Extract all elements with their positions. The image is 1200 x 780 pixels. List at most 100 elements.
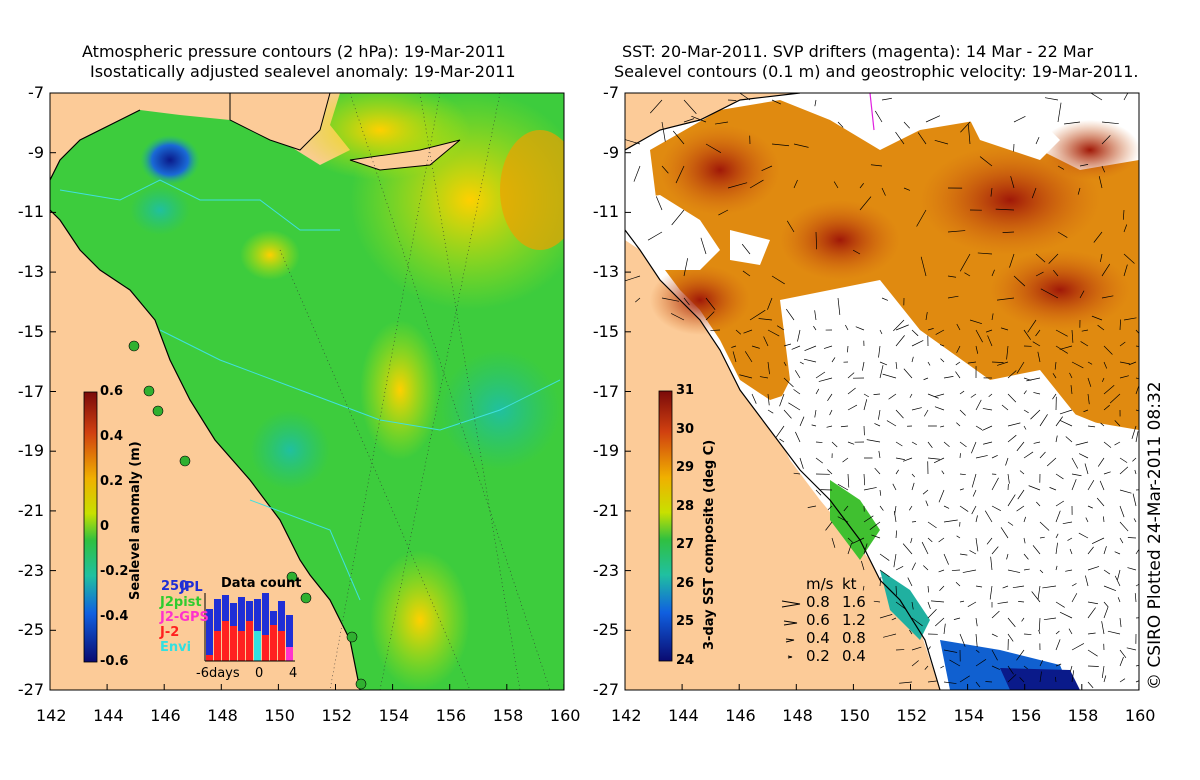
velocity-legend-kt: 0.8	[842, 629, 866, 647]
velocity-arrow	[927, 457, 940, 460]
velocity-arrow	[933, 457, 945, 464]
data-count-bar	[254, 599, 261, 661]
velocity-arrow	[1023, 390, 1027, 395]
velocity-arrow	[783, 377, 794, 388]
velocity-arrow	[971, 441, 977, 454]
velocity-arrow	[991, 313, 994, 321]
velocity-arrow	[1002, 231, 1015, 234]
velocity-arrow	[1096, 497, 1105, 507]
velocity-arrow	[1016, 649, 1025, 661]
velocity-arrow	[1067, 537, 1073, 541]
velocity-arrow	[1122, 209, 1125, 220]
velocity-arrow	[1031, 591, 1041, 603]
velocity-arrow	[799, 416, 805, 427]
velocity-arrow	[635, 297, 641, 303]
velocity-arrow	[815, 489, 822, 496]
velocity-arrow	[714, 121, 729, 125]
velocity-arrow	[1131, 425, 1137, 439]
velocity-arrow	[814, 409, 817, 418]
right-y-tick: -25	[592, 620, 619, 640]
data-count-bar	[206, 655, 213, 661]
velocity-arrow	[1055, 663, 1062, 667]
velocity-arrow	[1023, 451, 1034, 459]
velocity-arrow	[892, 483, 897, 491]
velocity-arrow	[804, 345, 817, 351]
right-y-tick: -27	[592, 680, 619, 699]
velocity-arrow	[1091, 315, 1103, 321]
velocity-arrow	[925, 115, 941, 123]
velocity-arrow	[895, 601, 907, 610]
velocity-arrow	[1069, 665, 1073, 672]
velocity-arrow	[911, 617, 923, 627]
velocity-arrow	[1037, 585, 1041, 600]
velocity-arrow	[1026, 377, 1041, 382]
velocity-arrow	[785, 308, 795, 321]
velocity-arrow	[927, 441, 933, 449]
velocity-arrow	[947, 230, 966, 233]
velocity-arrow	[1007, 665, 1014, 675]
data-count-chart	[204, 593, 295, 662]
left-y-tick: -15	[17, 321, 44, 341]
velocity-arrow	[1075, 441, 1089, 446]
velocity-arrow	[1028, 485, 1041, 491]
velocity-arrow	[886, 420, 897, 427]
velocity-arrow	[1123, 317, 1137, 321]
velocity-arrow	[869, 521, 881, 530]
velocity-arrow	[1119, 678, 1126, 683]
velocity-arrow	[862, 585, 865, 591]
velocity-arrow	[909, 505, 913, 511]
velocity-arrow	[1039, 671, 1042, 683]
velocity-arrow	[815, 441, 823, 443]
velocity-arrow	[1087, 566, 1100, 571]
velocity-arrow	[633, 165, 641, 182]
velocity-arrow	[683, 258, 688, 277]
velocity-arrow	[1040, 288, 1059, 299]
velocity-arrow	[975, 455, 988, 459]
velocity-arrow	[911, 660, 919, 667]
velocity-arrow	[1071, 670, 1075, 683]
velocity-arrow	[927, 328, 934, 331]
velocity-arrow	[1087, 649, 1098, 657]
velocity-arrow	[1013, 115, 1026, 123]
velocity-arrow	[672, 130, 685, 145]
velocity-arrow	[891, 617, 897, 621]
velocity-arrow	[1127, 537, 1137, 539]
velocity-arrow	[807, 505, 817, 508]
velocity-arrow	[1103, 601, 1109, 608]
velocity-arrow	[1071, 361, 1084, 369]
velocity-arrow	[1006, 345, 1009, 360]
velocity-arrow	[881, 187, 886, 196]
velocity-arrow	[997, 601, 1009, 604]
velocity-arrow	[1107, 630, 1121, 635]
velocity-arrow	[1013, 275, 1026, 287]
velocity-arrow	[1016, 361, 1025, 374]
velocity-arrow	[1093, 231, 1103, 243]
velocity-arrow	[879, 365, 884, 379]
velocity-arrow	[866, 439, 881, 443]
velocity-arrow	[1057, 231, 1068, 238]
velocity-arrow	[649, 99, 663, 114]
velocity-legend-arrows	[781, 600, 801, 659]
velocity-arrow	[990, 556, 993, 571]
velocity-arrow	[691, 115, 707, 123]
velocity-arrow	[975, 633, 978, 648]
velocity-arrow	[1081, 329, 1089, 332]
velocity-arrow	[1039, 536, 1045, 539]
left-y-tick: -23	[17, 560, 44, 580]
left-x-tick: 160	[549, 706, 581, 725]
velocity-arrow	[1135, 680, 1139, 683]
velocity-arrow	[924, 665, 929, 670]
velocity-arrow	[1098, 176, 1103, 189]
velocity-arrow	[1007, 569, 1021, 573]
velocity-arrow	[1119, 649, 1127, 659]
velocity-arrow	[917, 132, 927, 145]
velocity-arrow	[1009, 253, 1015, 268]
right-colorbar-tick: 25	[676, 614, 695, 629]
velocity-arrow	[1079, 290, 1085, 299]
velocity-arrow	[1085, 575, 1089, 587]
velocity-arrow	[1084, 463, 1089, 475]
velocity-arrow	[1103, 546, 1107, 555]
velocity-arrow	[969, 319, 983, 324]
velocity-arrow	[811, 424, 817, 427]
